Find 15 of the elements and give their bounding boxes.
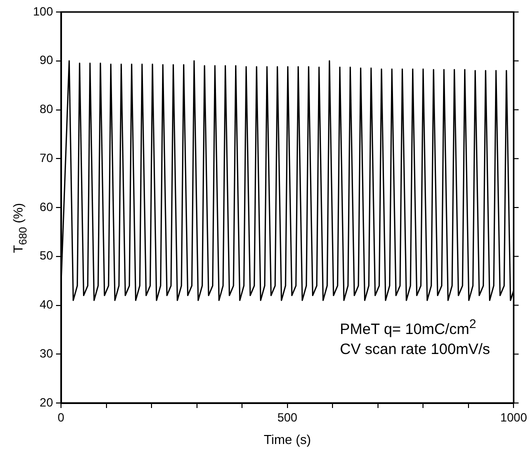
y-tick-label: 80	[40, 102, 54, 116]
y-tick-label: 70	[40, 150, 54, 165]
x-tick-label: 1000	[500, 410, 528, 425]
y-tick-label: 90	[40, 53, 54, 68]
y-tick-label: 40	[40, 298, 54, 312]
annotation: PMeT q= 10mC/cm$^{2}$	[340, 316, 478, 340]
x-axis-title: Time (s)	[264, 432, 311, 447]
x-tick-label: 0	[58, 410, 65, 425]
annotation: CV scan rate 100mV/s	[340, 340, 490, 360]
y-tick-label: 30	[40, 346, 54, 360]
y-tick-label: 100	[32, 4, 54, 18]
x-tick-label: 500	[277, 410, 298, 425]
y-tick-label: 50	[40, 248, 54, 263]
y-tick-label: 20	[40, 395, 54, 410]
y-tick-label: 60	[40, 200, 54, 214]
